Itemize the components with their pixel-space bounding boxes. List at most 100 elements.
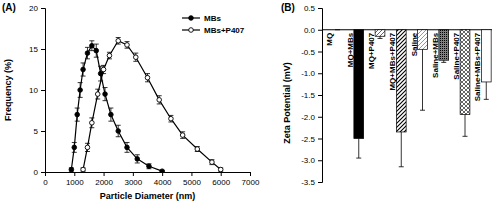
y-axis-title: Zeta Potential (mV) xyxy=(282,62,292,144)
x-axis-a-tick-label: 1000 xyxy=(66,178,84,187)
error-bar xyxy=(95,89,100,99)
error-bar xyxy=(69,168,74,171)
x-axis-a-tick-mark xyxy=(250,172,251,176)
x-axis-a-line xyxy=(46,173,251,177)
y-axis-b-tick-label: -1.0 xyxy=(301,69,315,78)
point xyxy=(95,92,100,97)
error-bar xyxy=(463,115,468,137)
y-axis-b-tick-label: -0.5 xyxy=(301,48,315,57)
point xyxy=(85,51,90,56)
error-bar xyxy=(441,60,446,62)
point xyxy=(90,43,95,48)
point xyxy=(81,67,86,72)
x-axis-a-tick: 4000 xyxy=(154,172,172,187)
bar xyxy=(460,30,470,115)
x-axis-a-tick: 7000 xyxy=(242,172,260,187)
legend-label: MBs xyxy=(204,14,221,23)
y-axis-a-tick-label: 10 xyxy=(29,86,38,95)
error-bar xyxy=(72,142,77,152)
y-axis-a: 05101520 xyxy=(29,4,45,177)
y-axis-b-tick-label: -3.5 xyxy=(301,178,315,187)
y-axis-a-tick: 5 xyxy=(34,127,45,136)
category-label: Saline xyxy=(410,32,419,56)
category-label: Saline+MBs+P407 xyxy=(473,32,482,101)
y-axis-b-tick-mark xyxy=(318,30,322,31)
panel-label: (B) xyxy=(281,2,295,13)
figure: 0100020003000400050006000700005101520(A)… xyxy=(0,0,500,203)
error-bar xyxy=(378,36,383,38)
bar xyxy=(375,30,385,37)
point xyxy=(81,167,86,172)
bar xyxy=(396,30,406,132)
error-bar xyxy=(180,132,185,139)
plot-area xyxy=(335,30,491,167)
point xyxy=(157,98,162,103)
error-bar xyxy=(399,132,404,167)
y-axis-b-tick-mark xyxy=(318,139,322,140)
y-axis-a-tick-label: 20 xyxy=(29,4,38,13)
x-axis-a-tick-mark xyxy=(162,172,163,176)
y-axis-a-tick-label: 5 xyxy=(34,127,39,136)
x-axis-a-tick: 2000 xyxy=(95,172,113,187)
y-axis-a-tick: 20 xyxy=(29,4,45,13)
error-bar xyxy=(484,82,489,99)
legend-label: MBs+P407 xyxy=(204,26,245,35)
error-bar xyxy=(209,160,214,165)
y-axis-b-tick-mark xyxy=(318,182,322,183)
category-label: MQ+MBs xyxy=(346,32,355,67)
category-label: MQ+P407 xyxy=(367,32,376,69)
point xyxy=(218,167,223,172)
point xyxy=(101,67,106,72)
point xyxy=(72,145,77,150)
y-axis-b-tick-mark xyxy=(318,73,322,74)
y-axis-a-tick-mark xyxy=(41,90,45,91)
error-bar xyxy=(218,168,223,171)
error-bar xyxy=(85,47,90,58)
panel-label: (A) xyxy=(2,2,16,13)
y-axis-b-tick-label: -3.0 xyxy=(301,156,315,165)
point xyxy=(75,112,80,117)
error-bar xyxy=(81,63,86,76)
y-axis-b-tick-mark xyxy=(318,160,322,161)
point xyxy=(109,112,114,117)
x-axis-a-tick-label: 7000 xyxy=(242,178,260,187)
bar xyxy=(333,29,343,30)
bar xyxy=(354,30,364,139)
point xyxy=(135,157,140,162)
error-bar xyxy=(81,168,86,171)
error-bar xyxy=(335,29,340,30)
point xyxy=(116,129,121,134)
point xyxy=(90,121,95,126)
series-line xyxy=(71,46,162,171)
y-axis-b-tick-label: 0.5 xyxy=(304,4,316,13)
plot-area xyxy=(69,38,223,172)
error-bar xyxy=(356,139,361,159)
point xyxy=(180,133,185,138)
y-axis-b-tick: -2.5 xyxy=(301,135,322,144)
legend-marker xyxy=(189,28,194,33)
error-bar xyxy=(146,164,151,169)
y-axis-a-tick-mark xyxy=(41,8,45,9)
x-axis-a-tick-label: 6000 xyxy=(212,178,230,187)
error-bar xyxy=(89,118,94,128)
y-axis-b-line xyxy=(318,9,323,183)
y-axis-a-tick-mark xyxy=(41,131,45,132)
x-axis-a-tick: 3000 xyxy=(124,172,142,187)
error-bar xyxy=(116,38,121,45)
point xyxy=(160,169,165,172)
x-axis-a-tick-mark xyxy=(104,172,105,176)
error-bar xyxy=(85,143,90,151)
x-axis-a: 01000200030004000500060007000 xyxy=(43,172,260,187)
y-axis-b-tick-label: -1.5 xyxy=(301,91,315,100)
category-label: MQ+MBs+P407 xyxy=(388,32,397,90)
y-axis-b-tick: -2.0 xyxy=(301,113,322,122)
category-label: MQ xyxy=(325,33,334,46)
point xyxy=(103,92,108,97)
error-bar xyxy=(116,125,121,136)
x-axis-a-tick-mark xyxy=(191,172,192,176)
y-axis-b-tick-mark xyxy=(318,8,322,9)
error-bar xyxy=(101,65,106,73)
y-axis-a-tick-label: 15 xyxy=(29,45,38,54)
error-bar xyxy=(89,41,94,51)
legend: MBs MBs+P407 xyxy=(182,14,245,35)
